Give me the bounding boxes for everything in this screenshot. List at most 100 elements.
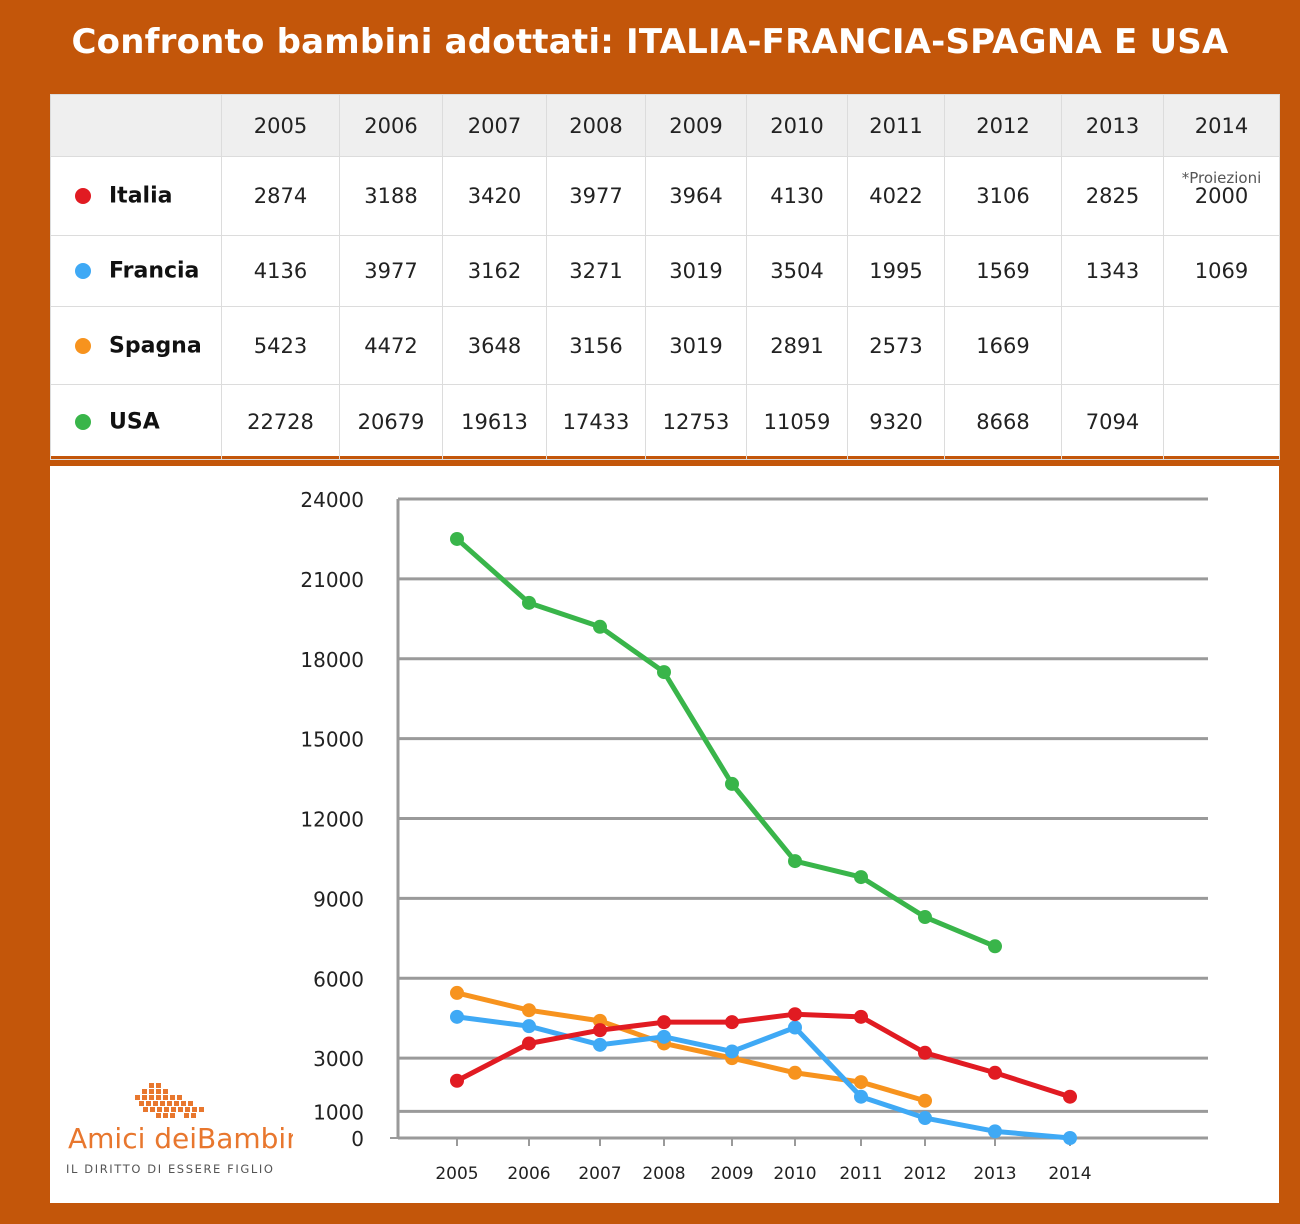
x-tick-label: 2011 [839, 1164, 882, 1184]
logo-name-part2: Bambini [197, 1122, 293, 1155]
year-header: 2007 [442, 94, 547, 157]
country-cell: Francia [50, 235, 222, 307]
table-cell: 3977 [546, 156, 646, 236]
y-tick-label: 3000 [313, 1047, 364, 1071]
table-cell: 9320 [847, 384, 945, 460]
table-cell: 20679 [339, 384, 443, 460]
table-cell: 11059 [746, 384, 848, 460]
table-cell: 4022 [847, 156, 945, 236]
country-name: Italia [109, 183, 173, 209]
table-cell: 19613 [442, 384, 547, 460]
data-point-italia [593, 1023, 607, 1038]
data-point-francia [593, 1037, 607, 1052]
data-table-panel: 2005 2006 2007 2008 2009 2010 2011 2012 … [50, 94, 1280, 460]
table-cell: 3188 [339, 156, 443, 236]
amici-dei-bambini-logo: Amici dei Bambini IL DIRITTO DI ESSERE F… [63, 1078, 312, 1178]
data-point-francia [788, 1020, 802, 1035]
table-cell [1163, 306, 1280, 385]
logo-mark: Amici dei Bambini IL DIRITTO DI ESSERE F… [66, 1083, 312, 1176]
data-point-spagna [854, 1075, 868, 1090]
data-point-italia [450, 1073, 464, 1088]
country-name: Francia [109, 258, 200, 284]
data-point-francia [522, 1019, 536, 1034]
table-cell: 3162 [442, 235, 547, 307]
series-line-spagna [454, 990, 928, 1104]
table-cell: 3019 [645, 306, 747, 385]
table-cell-projection: *Proiezioni 2000 [1163, 156, 1280, 236]
table-cell: 3019 [645, 235, 747, 307]
table-row-italia: Italia 2874 3188 3420 3977 3964 4130 402… [50, 156, 1280, 236]
table-cell: 8668 [944, 384, 1062, 460]
year-header: 2006 [339, 94, 443, 157]
y-tick-label: 6000 [313, 967, 364, 991]
x-tick-label: 2010 [773, 1164, 816, 1184]
year-header: 2005 [221, 94, 340, 157]
x-tick-label: 2005 [435, 1164, 478, 1184]
country-cell: USA [50, 384, 222, 460]
table-cell [1163, 384, 1280, 460]
projection-note: *Proiezioni [1181, 169, 1262, 187]
spagna-dot-icon [75, 337, 91, 354]
table-cell: 1669 [944, 306, 1062, 385]
data-point-italia [918, 1045, 932, 1060]
data-point-francia [854, 1089, 868, 1104]
year-header: 2008 [546, 94, 646, 157]
table-cell: 4136 [221, 235, 340, 307]
data-point-usa [450, 531, 464, 546]
series-line-usa [454, 536, 998, 949]
table-cell-value: 2000 [1194, 184, 1249, 208]
data-table: 2005 2006 2007 2008 2009 2010 2011 2012 … [50, 94, 1280, 460]
francia-dot-icon [75, 263, 91, 280]
data-point-usa [593, 619, 607, 634]
x-tick-label: 2013 [973, 1164, 1016, 1184]
table-cell: 1069 [1163, 235, 1280, 307]
data-point-spagna [522, 1003, 536, 1018]
table-cell: 2874 [221, 156, 340, 236]
year-header: 2013 [1061, 94, 1164, 157]
table-cell: 1995 [847, 235, 945, 307]
table-cell: 3156 [546, 306, 646, 385]
line-chart: 0 1000 3000 6000 9000 12000 15000 18000 21000 240… [300, 488, 1208, 1184]
y-tick-label: 21000 [300, 568, 364, 592]
y-tick-label: 15000 [300, 728, 364, 752]
table-cell: 2891 [746, 306, 848, 385]
table-cell: 2825 [1061, 156, 1164, 236]
y-tick-label: 24000 [300, 488, 364, 512]
x-tick-label: 2006 [507, 1164, 550, 1184]
data-point-francia [1063, 1131, 1077, 1145]
table-cell: 2573 [847, 306, 945, 385]
year-header: 2012 [944, 94, 1062, 157]
data-point-italia [657, 1015, 671, 1030]
data-point-usa [657, 665, 671, 680]
table-cell [1061, 306, 1164, 385]
data-point-spagna [450, 985, 464, 1000]
table-row-usa: USA 22728 20679 19613 17433 12753 11059 … [50, 384, 1280, 460]
data-point-francia [918, 1111, 932, 1126]
table-cell: 4130 [746, 156, 848, 236]
series-lines [450, 531, 1077, 1145]
table-cell: 3977 [339, 235, 443, 307]
data-point-francia [450, 1009, 464, 1024]
logo-tagline: IL DIRITTO DI ESSERE FIGLIO [66, 1162, 275, 1176]
x-tick-label: 2014 [1048, 1164, 1091, 1184]
grid-lines [390, 497, 1208, 1146]
usa-dot-icon [75, 414, 91, 431]
data-point-italia [854, 1009, 868, 1024]
country-cell: Italia [50, 156, 222, 236]
y-tick-label: 1000 [313, 1100, 364, 1124]
data-point-usa [788, 854, 802, 869]
data-point-italia [788, 1007, 802, 1022]
table-cell: 3106 [944, 156, 1062, 236]
y-tick-label: 0 [351, 1127, 364, 1151]
year-header: 2010 [746, 94, 848, 157]
table-cell: 17433 [546, 384, 646, 460]
table-row-spagna: Spagna 5423 4472 3648 3156 3019 2891 257… [50, 306, 1280, 385]
table-cell: 1343 [1061, 235, 1164, 307]
table-cell: 12753 [645, 384, 747, 460]
table-cell: 3964 [645, 156, 747, 236]
table-cell: 3504 [746, 235, 848, 307]
series-line-francia [454, 1014, 1073, 1141]
table-header-row: 2005 2006 2007 2008 2009 2010 2011 2012 … [50, 94, 1280, 157]
y-tick-label: 12000 [300, 808, 364, 832]
country-name: Spagna [109, 333, 202, 359]
